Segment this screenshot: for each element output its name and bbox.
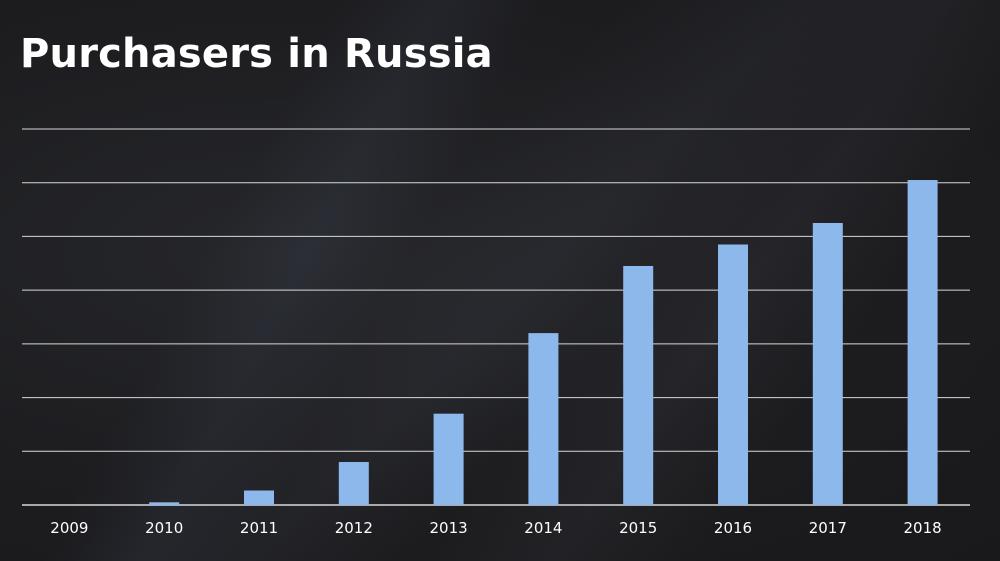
- x-tick-label: 2015: [619, 519, 657, 537]
- x-tick-labels: 2009 2010 2011 2012 2013 2014 2015 2016 2017 2018: [50, 519, 941, 537]
- bar-2014: [528, 333, 559, 505]
- x-tick-label: 2009: [50, 519, 88, 537]
- x-tick-label: 2012: [335, 519, 373, 537]
- bar-2011: [244, 490, 274, 505]
- chart-title: Purchasers in Russia: [20, 31, 493, 77]
- x-tick-label: 2018: [904, 519, 942, 537]
- bar-2015: [623, 265, 654, 505]
- x-tick-label: 2014: [524, 519, 562, 537]
- x-tick-label: 2010: [145, 519, 183, 537]
- x-tick-label: 2017: [809, 519, 847, 537]
- grid-lines: [22, 128, 970, 506]
- bar-2018: [907, 180, 938, 505]
- bar-2012: [338, 462, 369, 505]
- bar-2016: [718, 244, 748, 505]
- x-tick-label: 2013: [430, 519, 468, 537]
- bars: [149, 180, 938, 505]
- bar-2010: [149, 502, 180, 505]
- x-tick-label: 2011: [240, 519, 278, 537]
- bar-2013: [433, 413, 464, 505]
- bar-2017: [812, 223, 843, 505]
- x-tick-label: 2016: [714, 519, 752, 537]
